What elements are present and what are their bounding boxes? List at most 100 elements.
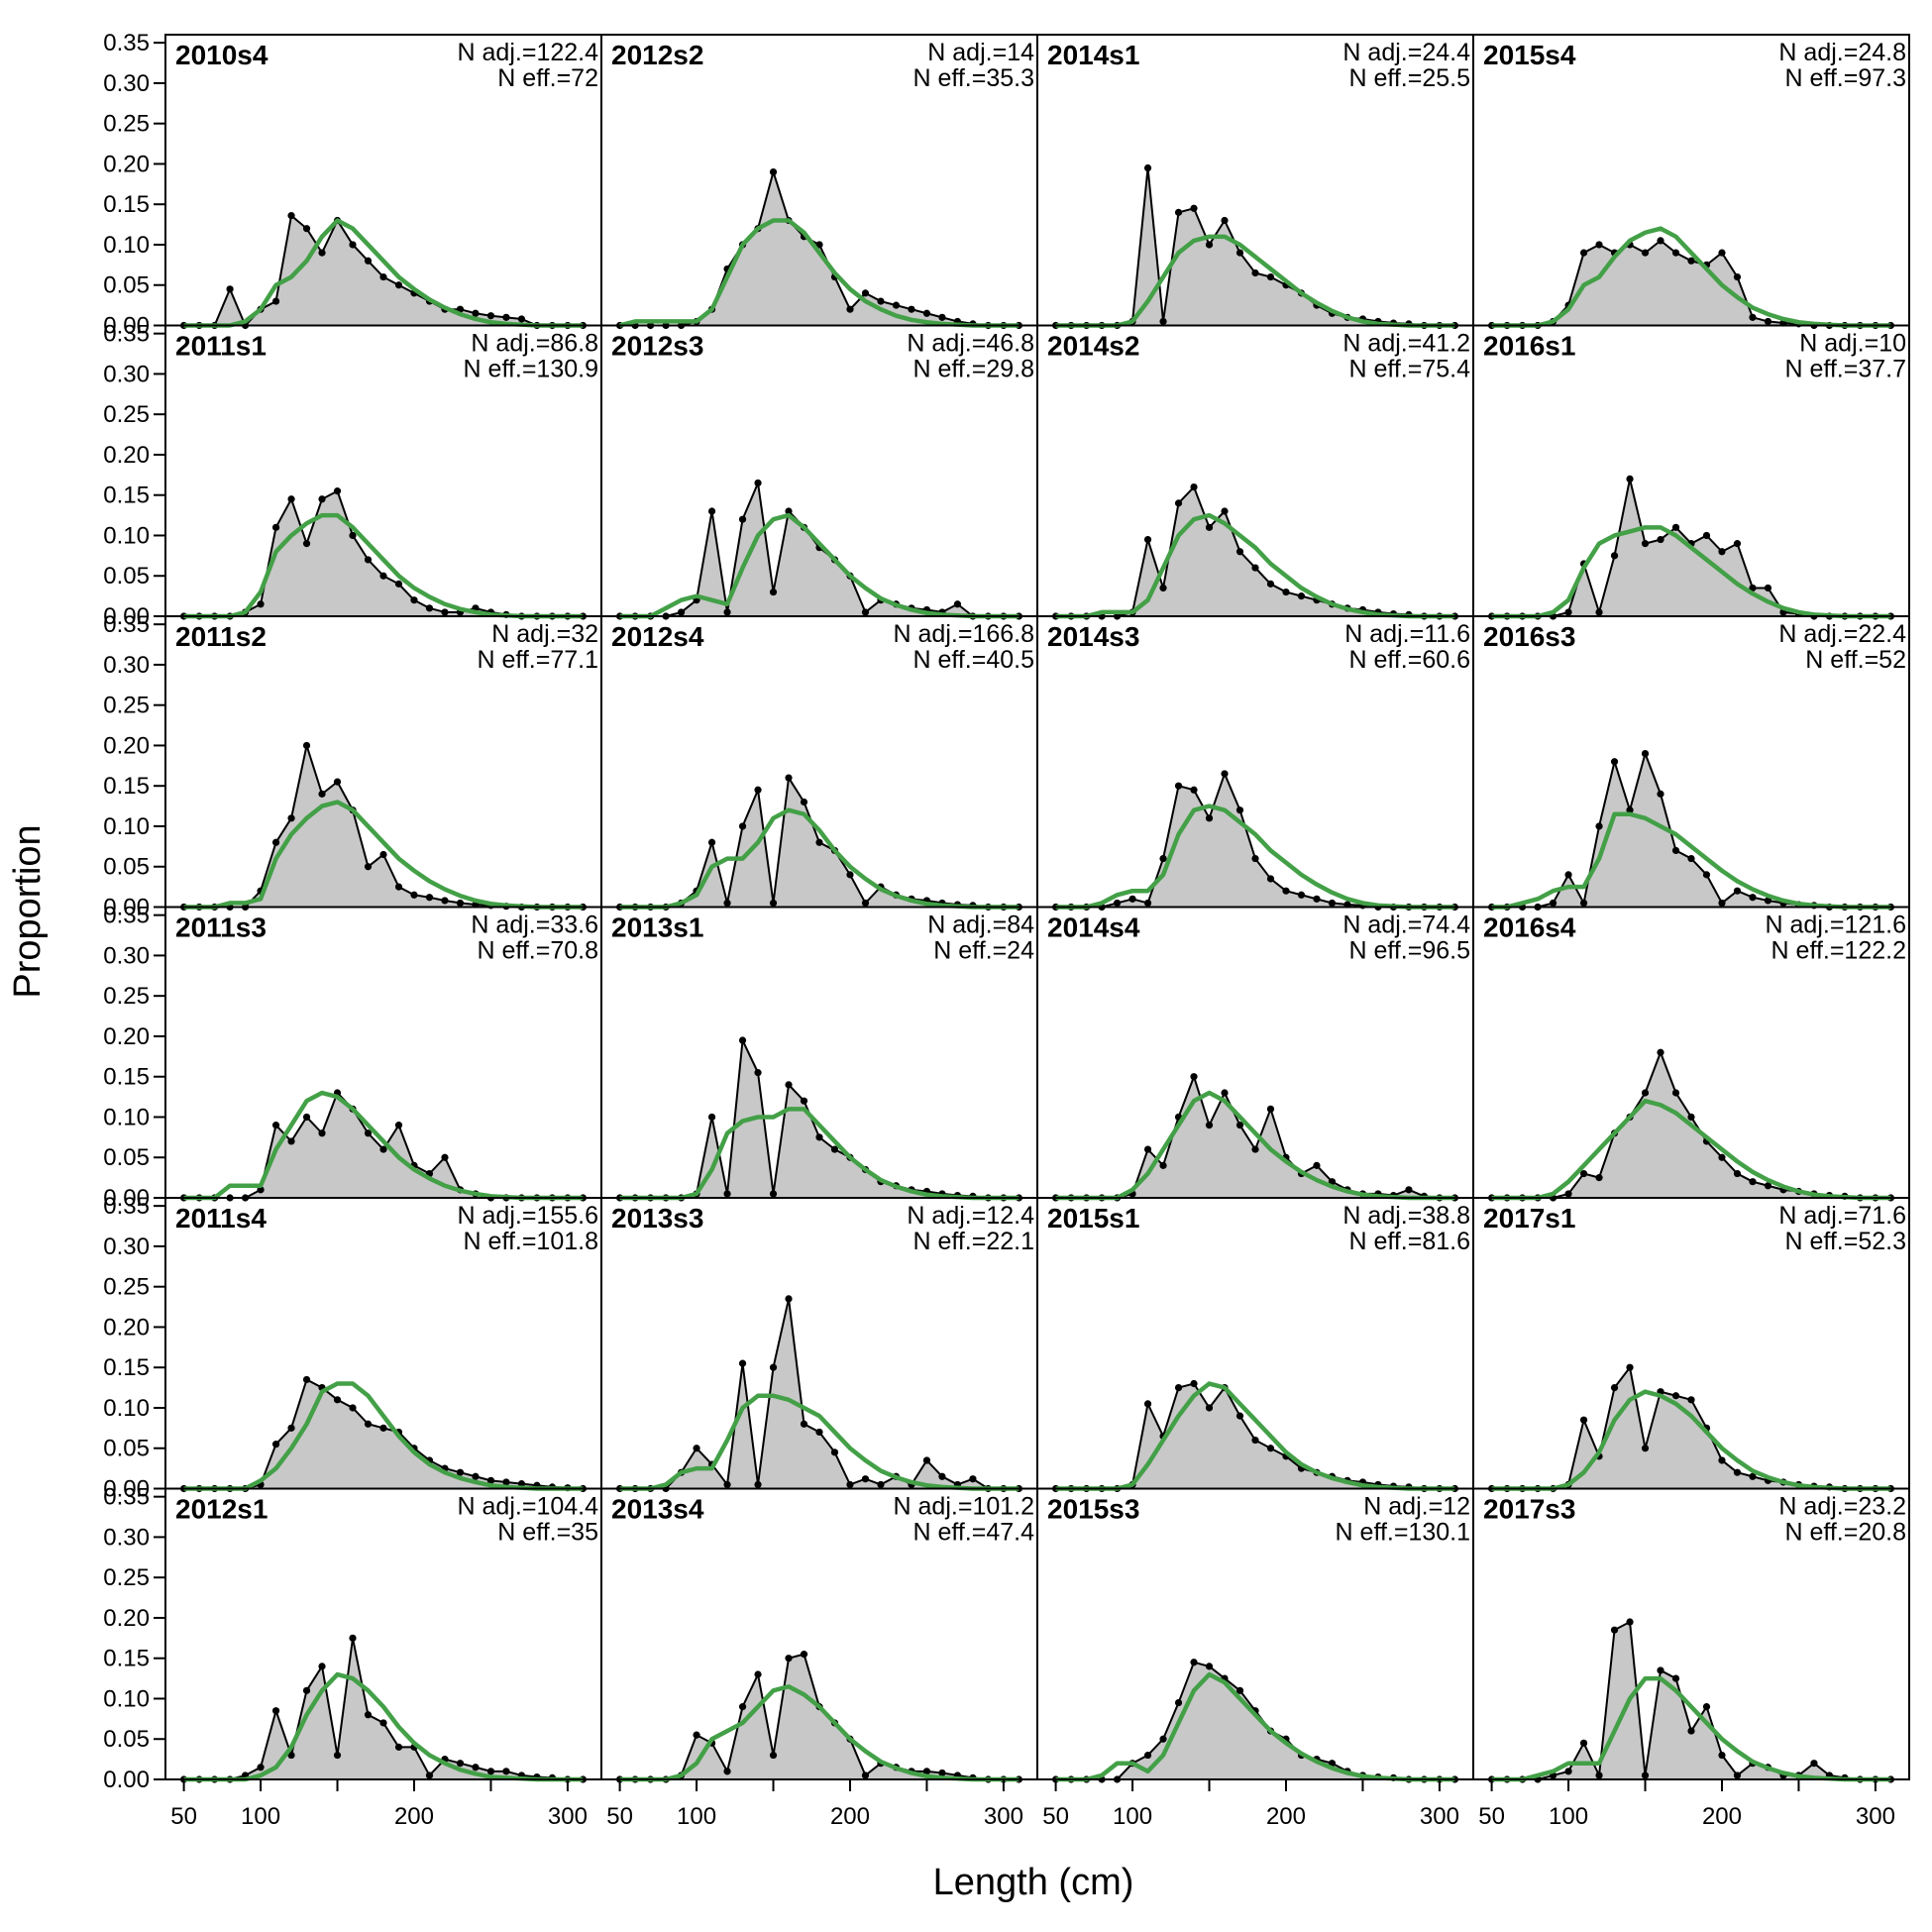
observed-point: [861, 608, 870, 616]
x-tick-label: 100: [241, 1803, 280, 1830]
observed-point: [1718, 1153, 1726, 1161]
observed-point: [1657, 790, 1664, 798]
observed-point: [1205, 1122, 1214, 1129]
observed-point: [1657, 1666, 1664, 1674]
observed-point: [410, 891, 418, 899]
observed-point: [486, 1476, 495, 1484]
observed-point: [318, 495, 326, 503]
observed-point: [1143, 899, 1152, 908]
y-tick-label: 0.35: [103, 1484, 150, 1511]
observed-point: [379, 1145, 387, 1153]
observed-point: [723, 899, 731, 908]
observed-area: [1055, 167, 1455, 326]
x-axis-title: Length (cm): [933, 1862, 1134, 1903]
observed-point: [1610, 1626, 1619, 1634]
panel-2017s3: 2017s3 N adj.=23.2N eff.=20.8: [1472, 1487, 1910, 1783]
observed-point: [1610, 1383, 1619, 1392]
observed-point: [1297, 891, 1306, 899]
y-tick-label: 0.05: [103, 1436, 150, 1462]
observed-point: [1235, 548, 1244, 556]
y-tick-label: 0.20: [103, 1023, 150, 1050]
observed-point: [1641, 249, 1650, 257]
n-adj-label: N adj.=32: [491, 620, 598, 648]
x-tick-label: 100: [1549, 1803, 1588, 1830]
observed-point: [287, 1424, 295, 1432]
observed-point: [1266, 272, 1275, 281]
observed-point: [830, 1145, 839, 1153]
n-adj-label: N adj.=33.6: [471, 912, 598, 939]
observed-point: [785, 1081, 793, 1089]
y-tick-label: 0.00: [103, 1185, 150, 1212]
observed-point: [815, 1428, 823, 1437]
panel-label: 2011s1: [175, 331, 267, 362]
observed-point: [1159, 1735, 1167, 1743]
observed-point: [1626, 1618, 1634, 1626]
expected-line: [1491, 811, 1891, 910]
observed-point: [1143, 1145, 1152, 1153]
observed-point: [1764, 897, 1772, 905]
observed-point: [1657, 535, 1664, 544]
observed-point: [738, 1703, 747, 1711]
n-eff-label: N eff.=130.1: [1336, 1519, 1470, 1547]
observed-point: [877, 1480, 885, 1489]
observed-point: [1143, 535, 1152, 544]
observed-point: [287, 1137, 295, 1145]
observed-point: [394, 580, 403, 588]
x-tick-label: 100: [677, 1803, 716, 1830]
y-tick-label: 0.10: [103, 1104, 150, 1130]
observed-point: [1702, 871, 1711, 879]
y-tick-label: 0.15: [103, 483, 150, 509]
observed-point: [785, 1655, 793, 1663]
observed-point: [302, 1686, 311, 1694]
observed-point: [302, 741, 311, 750]
n-eff-label: N eff.=29.8: [912, 356, 1034, 383]
observed-point: [769, 1751, 778, 1760]
expected-line: [183, 1381, 584, 1491]
observed-point: [472, 1764, 480, 1771]
observed-point: [723, 608, 731, 616]
observed-point: [1764, 317, 1772, 326]
n-adj-label: N adj.=104.4: [458, 1493, 599, 1521]
observed-area: [619, 171, 1020, 326]
n-adj-label: N adj.=166.8: [894, 620, 1034, 648]
panel-2012s4: 2012s4 N adj.=166.8N eff.=40.5: [600, 615, 1038, 912]
y-tick-label: 0.20: [103, 442, 150, 469]
observed-point: [738, 515, 747, 523]
n-eff-label: N eff.=60.6: [1348, 646, 1470, 674]
panel-label: 2016s4: [1483, 912, 1576, 943]
observed-point: [287, 814, 295, 822]
expected-line: [183, 218, 584, 328]
x-tick-label: 300: [1420, 1803, 1459, 1830]
panel-2012s2: 2012s2 N adj.=14N eff.=35.3: [600, 34, 1038, 330]
y-tick-label: 0.25: [103, 401, 150, 428]
observed-point: [1313, 1161, 1321, 1169]
observed-point: [502, 1478, 510, 1486]
observed-point: [333, 1751, 342, 1760]
expected-line: [1055, 234, 1455, 328]
observed-point: [287, 495, 295, 503]
observed-point: [318, 790, 326, 798]
observed-point: [1174, 208, 1183, 216]
observed-point: [1671, 1674, 1680, 1682]
y-axis-title: Proportion: [7, 824, 49, 998]
panel-label: 2016s1: [1483, 331, 1575, 362]
panel-2015s1: 2015s1 N adj.=38.8N eff.=81.6: [1036, 1197, 1474, 1493]
y-tick-label: 0.05: [103, 1144, 150, 1171]
observed-point: [1626, 806, 1634, 814]
observed-point: [1251, 854, 1259, 863]
observed-point: [1266, 1105, 1275, 1113]
observed-point: [1251, 268, 1259, 277]
n-adj-label: N adj.=10: [1799, 330, 1906, 358]
n-adj-label: N adj.=122.4: [458, 39, 599, 66]
n-adj-label: N adj.=38.8: [1342, 1202, 1470, 1230]
observed-point: [1174, 1698, 1183, 1707]
observed-point: [271, 1122, 280, 1129]
observed-point: [1641, 540, 1650, 548]
observed-point: [1282, 588, 1290, 596]
observed-point: [815, 241, 823, 249]
panel-label: 2014s1: [1047, 40, 1139, 70]
expected-line: [619, 1107, 1020, 1201]
panel-2011s3: 2011s3 N adj.=33.6N eff.=70.8: [164, 906, 602, 1202]
observed-point: [1733, 540, 1742, 548]
n-adj-label: N adj.=12.4: [907, 1202, 1034, 1230]
